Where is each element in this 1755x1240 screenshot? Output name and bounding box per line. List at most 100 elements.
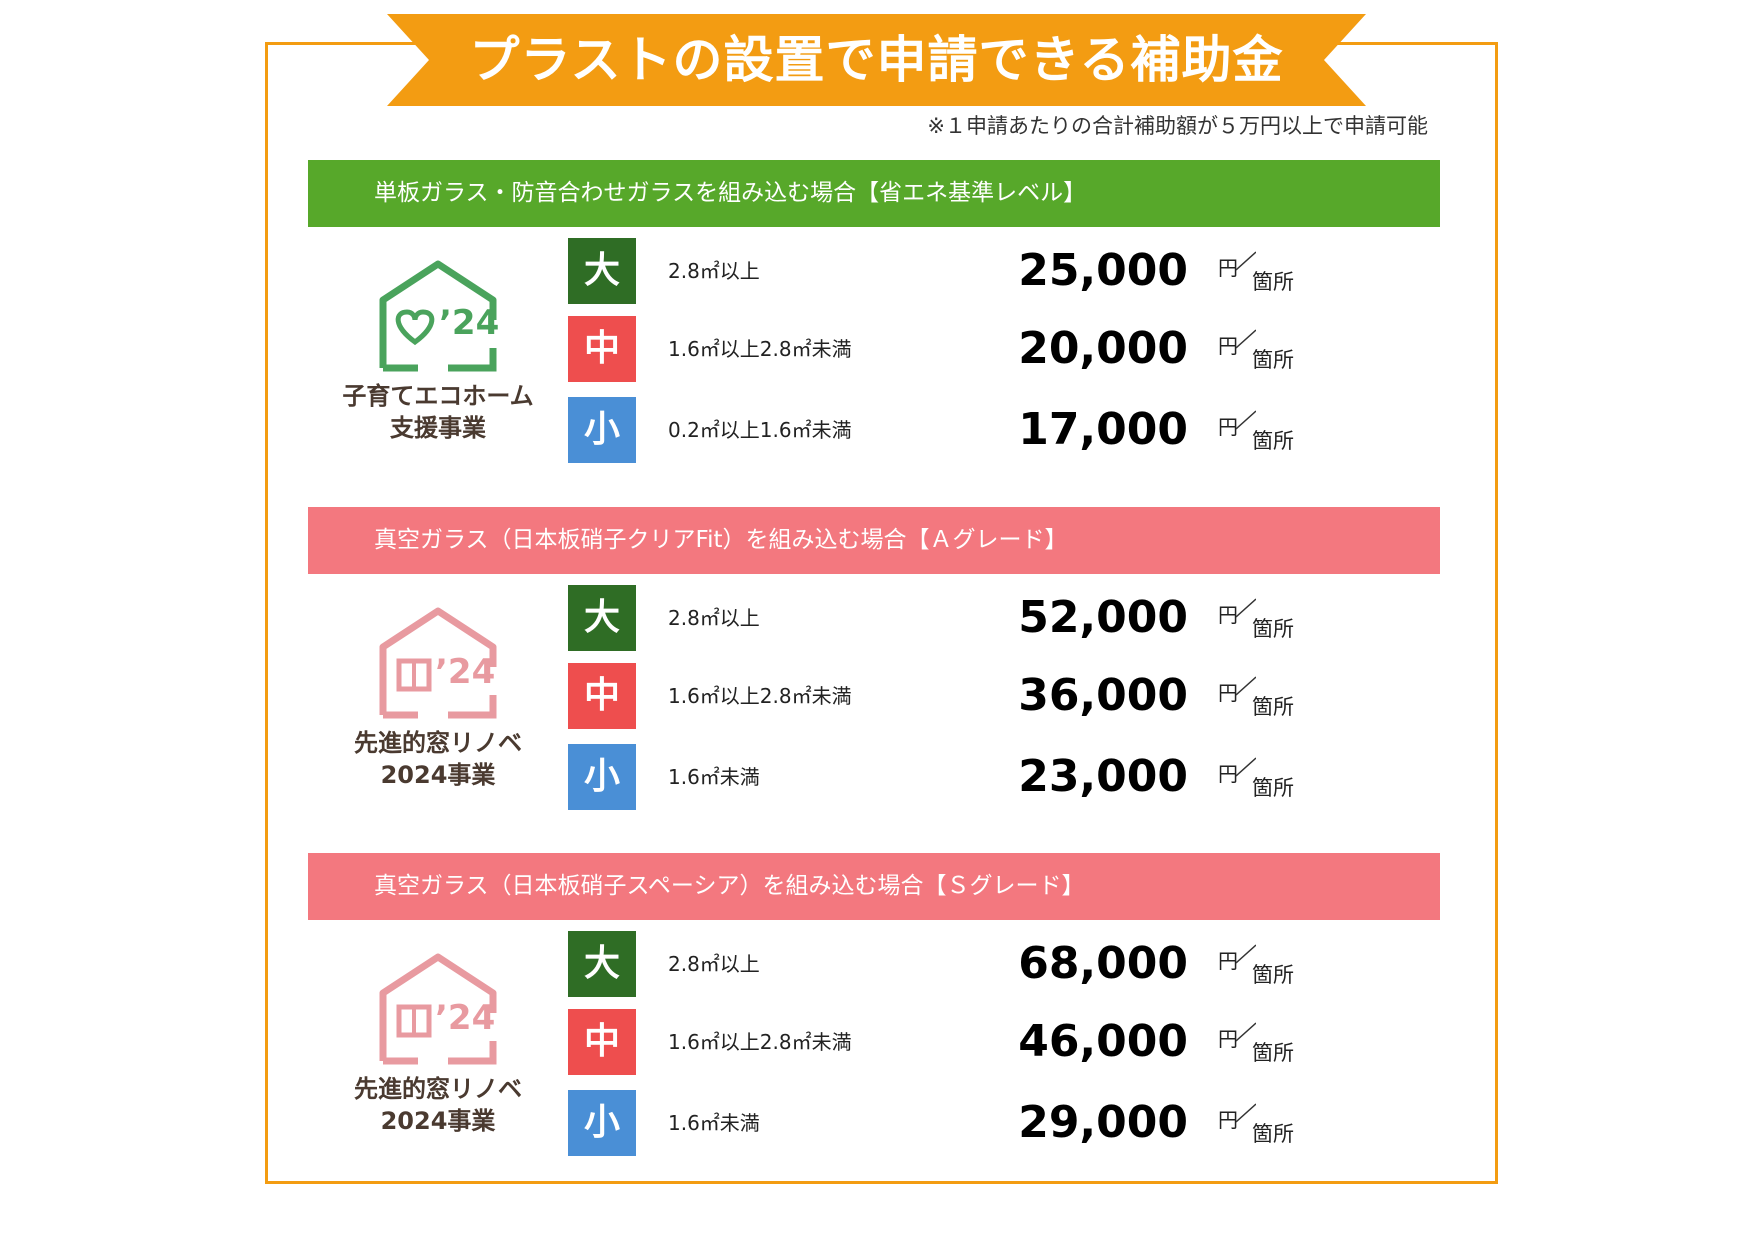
subsidy-row-small: 小 0.2㎡以上1.6㎡未満 17,000 円 箇所 [568, 397, 1448, 463]
subsidy-row-large: 大 2.8㎡以上 52,000 円 箇所 [568, 585, 1448, 651]
unit-label: 円 箇所 [1208, 405, 1298, 455]
program-name-line1: 先進的窓リノベ [354, 729, 522, 757]
heart-house-icon: ’24 [379, 260, 499, 372]
subsidy-amount: 29,000 [1018, 1097, 1188, 1148]
program-logo: ’24 先進的窓リノベ 2024事業 [333, 953, 543, 1153]
section-header: 真空ガラス（日本板硝子スペーシア）を組み込む場合【Ｓグレード】 [308, 853, 1440, 920]
size-condition: 2.8㎡以上 [668, 259, 760, 283]
subsidy-amount: 52,000 [1018, 592, 1188, 643]
unit-place: 箇所 [1252, 776, 1294, 800]
size-condition: 0.2㎡以上1.6㎡未満 [668, 418, 852, 442]
size-badge-small: 小 [568, 397, 636, 463]
size-condition: 1.6㎡以上2.8㎡未満 [668, 684, 852, 708]
window-house-icon: ’24 [379, 953, 497, 1065]
unit-yen: 円 [1218, 949, 1238, 973]
unit-yen: 円 [1218, 603, 1238, 627]
unit-place: 箇所 [1252, 348, 1294, 372]
size-condition: 2.8㎡以上 [668, 606, 760, 630]
logo-year: ’24 [439, 303, 499, 343]
unit-label: 円 箇所 [1208, 246, 1298, 296]
subsidy-amount: 20,000 [1018, 323, 1188, 374]
section-a-grade: 真空ガラス（日本板硝子クリアFit）を組み込む場合【Ａグレード】 ’24 先進的… [308, 507, 1440, 810]
unit-label: 円 箇所 [1208, 593, 1298, 643]
unit-place: 箇所 [1252, 1041, 1294, 1065]
slash-icon [1236, 1022, 1256, 1042]
size-condition: 1.6㎡未満 [668, 765, 760, 789]
size-badge-medium: 中 [568, 663, 636, 729]
size-condition: 1.6㎡未満 [668, 1111, 760, 1135]
subsidy-amount: 46,000 [1018, 1016, 1188, 1067]
subsidy-row-small: 小 1.6㎡未満 23,000 円 箇所 [568, 744, 1448, 810]
title-banner: プラストの設置で申請できる補助金 [387, 14, 1366, 106]
subsidy-amount: 68,000 [1018, 938, 1188, 989]
section-header: 単板ガラス・防音合わせガラスを組み込む場合【省エネ基準レベル】 [308, 160, 1440, 227]
unit-label: 円 箇所 [1208, 939, 1298, 989]
subsidy-row-large: 大 2.8㎡以上 68,000 円 箇所 [568, 931, 1448, 997]
program-logo: ’24 子育てエコホーム 支援事業 [333, 260, 543, 460]
unit-place: 箇所 [1252, 695, 1294, 719]
section-eco-home: 単板ガラス・防音合わせガラスを組み込む場合【省エネ基準レベル】 ’24 子育てエ… [308, 160, 1440, 463]
unit-place: 箇所 [1252, 963, 1294, 987]
size-condition: 1.6㎡以上2.8㎡未満 [668, 337, 852, 361]
size-badge-large: 大 [568, 931, 636, 997]
program-name: 先進的窓リノベ 2024事業 [333, 1073, 543, 1137]
subsidy-row-medium: 中 1.6㎡以上2.8㎡未満 36,000 円 箇所 [568, 663, 1448, 729]
unit-label: 円 箇所 [1208, 1098, 1298, 1148]
section-header: 真空ガラス（日本板硝子クリアFit）を組み込む場合【Ａグレード】 [308, 507, 1440, 574]
unit-yen: 円 [1218, 334, 1238, 358]
size-condition: 1.6㎡以上2.8㎡未満 [668, 1030, 852, 1054]
unit-label: 円 箇所 [1208, 324, 1298, 374]
size-badge-large: 大 [568, 238, 636, 304]
ribbon-shape [387, 14, 1366, 106]
slash-icon [1236, 410, 1256, 430]
unit-place: 箇所 [1252, 617, 1294, 641]
size-badge-large: 大 [568, 585, 636, 651]
subsidy-row-small: 小 1.6㎡未満 29,000 円 箇所 [568, 1090, 1448, 1156]
slash-icon [1236, 944, 1256, 964]
subsidy-amount: 17,000 [1018, 404, 1188, 455]
subsidy-note: ※１申請あたりの合計補助額が５万円以上で申請可能 [927, 114, 1428, 138]
unit-place: 箇所 [1252, 429, 1294, 453]
size-badge-small: 小 [568, 744, 636, 810]
subsidy-row-medium: 中 1.6㎡以上2.8㎡未満 20,000 円 箇所 [568, 316, 1448, 382]
subsidy-row-medium: 中 1.6㎡以上2.8㎡未満 46,000 円 箇所 [568, 1009, 1448, 1075]
unit-yen: 円 [1218, 415, 1238, 439]
program-logo: ’24 先進的窓リノベ 2024事業 [333, 607, 543, 807]
unit-label: 円 箇所 [1208, 1017, 1298, 1067]
program-name: 子育てエコホーム 支援事業 [333, 380, 543, 444]
slash-icon [1236, 251, 1256, 271]
unit-yen: 円 [1218, 762, 1238, 786]
size-condition: 2.8㎡以上 [668, 952, 760, 976]
size-badge-small: 小 [568, 1090, 636, 1156]
program-name-line1: 子育てエコホーム [342, 382, 534, 410]
unit-place: 箇所 [1252, 1122, 1294, 1146]
unit-label: 円 箇所 [1208, 752, 1298, 802]
program-name-line2: 2024事業 [380, 761, 496, 789]
section-s-grade: 真空ガラス（日本板硝子スペーシア）を組み込む場合【Ｓグレード】 ’24 先進的窓… [308, 853, 1440, 1156]
slash-icon [1236, 757, 1256, 777]
logo-year: ’24 [435, 998, 495, 1038]
program-name-line1: 先進的窓リノベ [354, 1075, 522, 1103]
slash-icon [1236, 598, 1256, 618]
size-badge-medium: 中 [568, 316, 636, 382]
unit-label: 円 箇所 [1208, 671, 1298, 721]
subsidy-amount: 23,000 [1018, 751, 1188, 802]
unit-yen: 円 [1218, 1027, 1238, 1051]
logo-year: ’24 [435, 652, 495, 692]
subsidy-amount: 36,000 [1018, 670, 1188, 721]
size-badge-medium: 中 [568, 1009, 636, 1075]
unit-place: 箇所 [1252, 270, 1294, 294]
program-name: 先進的窓リノベ 2024事業 [333, 727, 543, 791]
slash-icon [1236, 329, 1256, 349]
program-name-line2: 支援事業 [390, 414, 486, 442]
window-house-icon: ’24 [379, 607, 497, 719]
page-title: プラストの設置で申請できる補助金 [469, 31, 1284, 89]
program-name-line2: 2024事業 [380, 1107, 496, 1135]
subsidy-amount: 25,000 [1018, 245, 1188, 296]
unit-yen: 円 [1218, 1108, 1238, 1132]
slash-icon [1236, 1103, 1256, 1123]
unit-yen: 円 [1218, 256, 1238, 280]
subsidy-row-large: 大 2.8㎡以上 25,000 円 箇所 [568, 238, 1448, 304]
unit-yen: 円 [1218, 681, 1238, 705]
slash-icon [1236, 676, 1256, 696]
